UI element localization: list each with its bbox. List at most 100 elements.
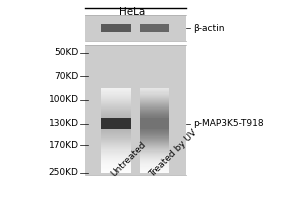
Bar — [101, 144, 131, 145]
Bar — [101, 159, 131, 160]
Bar — [140, 152, 169, 153]
Bar — [140, 140, 169, 141]
Bar — [140, 100, 169, 101]
Bar — [140, 118, 169, 119]
Bar — [140, 167, 169, 168]
Bar — [140, 127, 169, 128]
Bar — [140, 106, 169, 107]
Bar — [140, 107, 169, 109]
Bar — [101, 157, 131, 158]
Bar — [140, 114, 169, 115]
Bar — [101, 134, 131, 135]
Bar — [140, 170, 169, 171]
Bar — [101, 161, 131, 162]
Bar — [101, 96, 131, 97]
Bar — [140, 131, 169, 132]
Bar — [101, 101, 131, 102]
Bar — [101, 102, 131, 103]
Bar — [101, 94, 131, 95]
Bar — [101, 109, 131, 110]
Text: β-actin: β-actin — [193, 24, 225, 33]
Bar — [101, 131, 131, 132]
Bar — [140, 89, 169, 90]
Bar — [140, 132, 169, 133]
Bar — [101, 138, 131, 139]
Bar — [140, 147, 169, 148]
Bar — [101, 128, 131, 129]
Bar — [140, 158, 169, 159]
Bar — [101, 162, 131, 163]
Bar — [101, 164, 131, 165]
Bar — [101, 141, 131, 142]
Bar — [140, 162, 169, 163]
Bar — [140, 115, 169, 116]
Bar — [101, 90, 131, 91]
Text: 100KD: 100KD — [49, 96, 79, 104]
Bar — [101, 172, 131, 173]
Bar — [101, 95, 131, 96]
Bar — [140, 172, 169, 173]
Bar — [101, 133, 131, 134]
Bar — [101, 153, 131, 154]
Bar — [101, 168, 131, 169]
Bar — [101, 155, 131, 156]
Text: HeLa: HeLa — [119, 7, 145, 17]
Bar — [140, 94, 169, 95]
Bar — [85, 45, 186, 175]
Bar — [101, 160, 131, 161]
Bar — [101, 127, 131, 128]
Bar — [140, 111, 169, 112]
Bar — [140, 96, 169, 97]
Bar — [101, 139, 131, 140]
Bar — [140, 153, 169, 154]
Bar — [101, 116, 131, 117]
Bar — [101, 89, 131, 90]
Bar — [140, 161, 169, 162]
Bar — [140, 135, 169, 136]
Bar — [101, 88, 131, 89]
Bar — [140, 156, 169, 157]
Bar — [140, 133, 169, 134]
Bar — [101, 111, 131, 112]
Bar — [101, 110, 131, 111]
Bar — [140, 171, 169, 172]
Bar — [140, 92, 169, 94]
Text: Treated by UV: Treated by UV — [148, 128, 199, 179]
Bar — [101, 100, 131, 101]
Bar — [140, 139, 169, 140]
Bar — [140, 143, 169, 144]
Bar — [101, 121, 131, 123]
Bar — [140, 169, 169, 170]
Bar — [101, 97, 131, 98]
Bar — [140, 149, 169, 150]
Bar — [140, 121, 169, 123]
Bar — [101, 142, 131, 143]
Bar — [101, 148, 131, 149]
Bar — [140, 164, 169, 165]
Bar — [101, 104, 131, 105]
Bar — [140, 123, 169, 124]
Bar — [140, 136, 169, 138]
Bar — [140, 109, 169, 110]
Bar — [101, 106, 131, 107]
Bar — [140, 104, 169, 105]
Bar — [101, 158, 131, 159]
Text: 70KD: 70KD — [54, 72, 79, 81]
Bar — [101, 112, 131, 113]
Bar — [101, 143, 131, 144]
Bar — [101, 124, 131, 125]
Bar — [140, 116, 169, 117]
Bar — [140, 163, 169, 164]
Bar — [140, 142, 169, 143]
Bar — [101, 147, 131, 148]
Bar — [101, 165, 131, 167]
Bar — [101, 92, 131, 94]
Bar — [140, 144, 169, 145]
Bar — [101, 98, 131, 99]
Text: Untreated: Untreated — [110, 140, 148, 179]
Bar — [101, 163, 131, 164]
Bar — [140, 113, 169, 114]
Text: 50KD: 50KD — [54, 48, 79, 57]
Bar — [140, 105, 169, 106]
Bar — [101, 91, 131, 92]
